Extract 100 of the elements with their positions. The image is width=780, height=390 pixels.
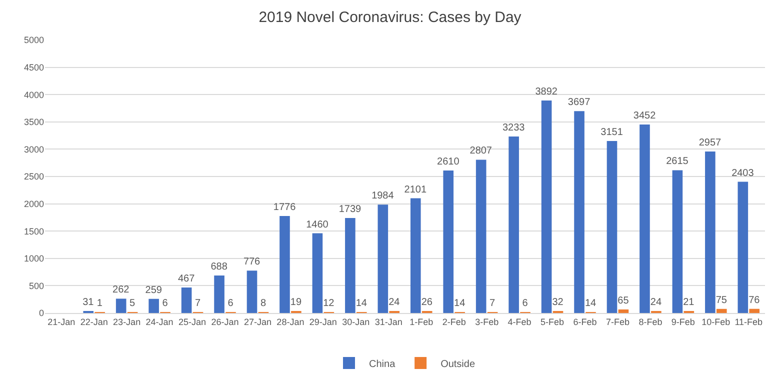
data-label: 259: [145, 284, 162, 296]
y-tick-label: 3000: [24, 144, 44, 154]
y-tick-label: 3500: [24, 117, 44, 128]
data-label: 14: [356, 298, 368, 309]
chart-title: 2019 Novel Coronavirus: Cases by Day: [258, 9, 522, 26]
legend-label: China: [369, 358, 396, 370]
x-tick-label: 23-Jan: [113, 316, 141, 327]
x-tick-label: 1-Feb: [410, 316, 434, 327]
x-tick-label: 8-Feb: [638, 316, 662, 327]
y-tick-label: 1000: [24, 254, 44, 264]
bar: [606, 140, 618, 313]
data-label: 2403: [732, 168, 754, 179]
x-tick-label: 27-Jan: [244, 316, 272, 327]
data-label: 3697: [568, 97, 591, 108]
data-label: 3892: [535, 86, 558, 98]
bar: [476, 160, 486, 313]
y-tick-label: 0: [38, 308, 44, 318]
bar: [672, 170, 683, 313]
x-tick-label: 2-Feb: [442, 316, 466, 327]
data-label: 14: [454, 298, 466, 309]
data-label: 26: [421, 297, 433, 308]
bar: [345, 218, 356, 313]
data-label: 2615: [666, 156, 689, 168]
x-tick-label: 9-Feb: [671, 316, 695, 327]
x-tick-label: 24-Jan: [146, 316, 174, 327]
x-tick-label: 3-Feb: [475, 316, 499, 327]
data-label: 6: [162, 298, 168, 309]
bar: [116, 298, 126, 313]
data-label: 1776: [273, 202, 296, 214]
bar: [618, 309, 629, 313]
data-label: 7: [490, 298, 496, 309]
data-label: 1984: [372, 190, 394, 202]
bar: [640, 124, 650, 313]
data-label: 1: [96, 298, 103, 309]
bar: [749, 308, 760, 313]
bar: [410, 198, 421, 313]
data-label: 19: [290, 297, 302, 308]
legend-label: Outside: [440, 358, 476, 370]
x-tick-label: 29-Jan: [309, 316, 337, 327]
data-label: 776: [243, 256, 261, 268]
data-label: 65: [618, 295, 630, 306]
x-tick-label: 7-Feb: [606, 316, 630, 327]
y-tick-label: 2000: [24, 198, 44, 209]
data-label: 12: [323, 298, 335, 309]
data-label: 2101: [404, 184, 427, 196]
x-tick-label: 28-Jan: [276, 316, 304, 327]
bar: [705, 152, 716, 313]
data-label: 3151: [600, 126, 624, 138]
data-label: 8: [260, 298, 266, 309]
y-tick-label: 2500: [24, 172, 44, 182]
data-label: 21: [683, 297, 695, 308]
y-tick-label: 4000: [24, 90, 44, 100]
data-label: 2807: [470, 146, 492, 157]
data-label: 6: [522, 298, 528, 309]
y-tick-label: 5000: [24, 35, 44, 46]
data-label: 1739: [338, 204, 362, 216]
data-label: 3233: [502, 122, 526, 134]
data-label: 3452: [633, 110, 656, 122]
x-tick-label: 26-Jan: [211, 316, 239, 327]
data-label: 1460: [306, 219, 329, 230]
x-tick-label: 22-Jan: [80, 316, 108, 327]
x-tick-label: 30-Jan: [342, 316, 370, 327]
y-tick-label: 1500: [24, 226, 44, 236]
bar: [378, 204, 388, 313]
x-tick-label: 5-Feb: [540, 316, 564, 327]
data-label: 262: [112, 284, 130, 296]
data-label: 2957: [698, 138, 722, 149]
data-label: 24: [388, 297, 400, 308]
y-tick-label: 500: [28, 280, 44, 291]
data-label: 6: [228, 298, 234, 309]
data-label: 24: [650, 297, 662, 308]
data-label: 32: [552, 297, 564, 308]
data-label: 2610: [437, 156, 460, 168]
data-label: 467: [178, 274, 196, 284]
data-label: 7: [195, 298, 201, 309]
bar: [738, 182, 748, 313]
y-tick-label: 4500: [24, 62, 44, 72]
bar: [214, 275, 224, 313]
x-tick-label: 25-Jan: [178, 316, 206, 327]
bar: [716, 308, 727, 313]
data-label: 75: [716, 294, 728, 306]
bar: [541, 100, 552, 313]
x-tick-label: 31-Jan: [374, 316, 402, 327]
data-label: 688: [210, 261, 228, 272]
data-label: 31: [82, 297, 94, 308]
x-tick-label: 11-Feb: [734, 316, 763, 327]
data-label: 5: [130, 298, 136, 309]
bar: [443, 170, 454, 313]
data-label: 76: [748, 294, 760, 306]
bar: [312, 233, 323, 313]
x-tick-label: 6-Feb: [573, 316, 597, 327]
bar: [280, 216, 290, 313]
bar: [508, 136, 519, 313]
bar: [181, 288, 192, 313]
x-tick-label: 10-Feb: [702, 316, 730, 327]
bar: [148, 298, 159, 313]
bar: [574, 111, 584, 313]
x-tick-label: 21-Jan: [48, 316, 76, 327]
data-label: 14: [584, 298, 597, 309]
x-tick-label: 4-Feb: [508, 316, 532, 327]
